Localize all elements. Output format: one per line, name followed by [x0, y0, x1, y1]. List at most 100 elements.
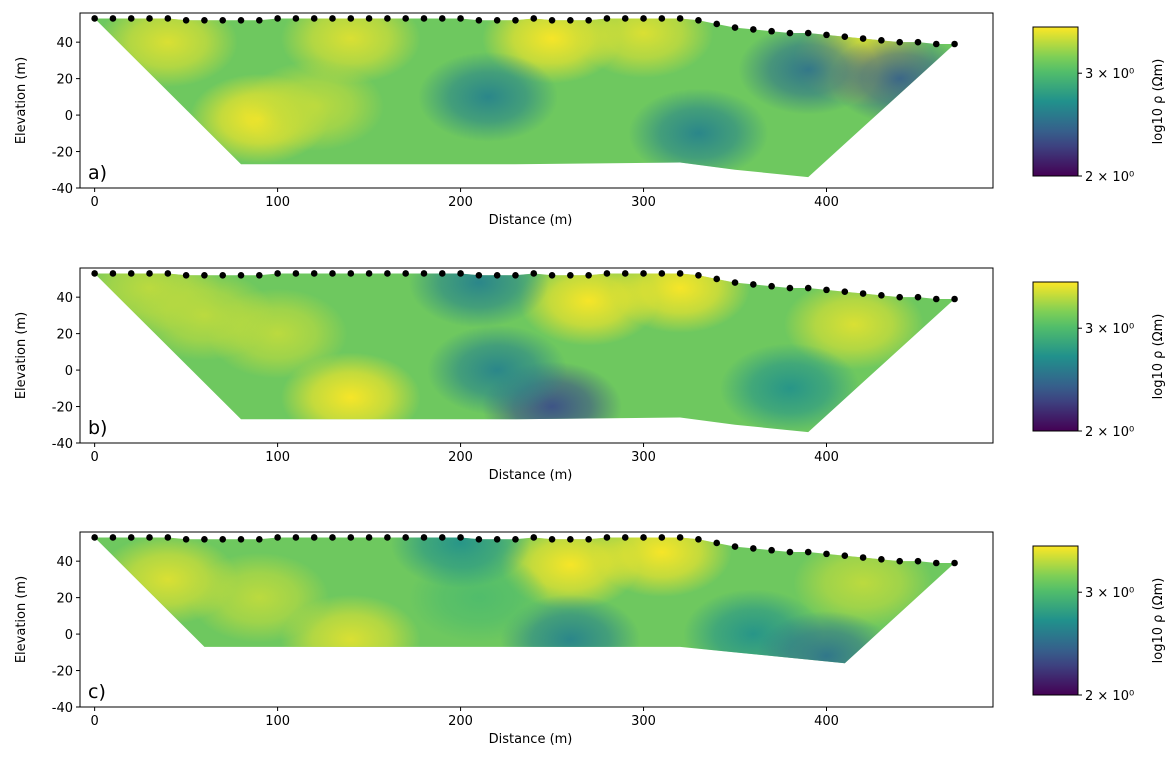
colorbar [1032, 545, 1079, 696]
electrode [91, 534, 98, 541]
y-tick-label: 0 [65, 364, 73, 379]
electrode [109, 270, 117, 277]
electrode [859, 35, 867, 42]
colorbar-tick-label: 3 × 10⁰ [1085, 586, 1134, 601]
electrode [914, 38, 922, 46]
electrode [329, 534, 336, 541]
electrode [859, 554, 867, 561]
electrode [365, 534, 373, 541]
electrode [384, 534, 391, 541]
resistivity-anomaly [189, 552, 330, 643]
electrode [438, 15, 446, 22]
electrode [932, 559, 940, 567]
x-tick-label: 400 [814, 450, 839, 465]
colorbar [1032, 281, 1079, 432]
electrode [329, 270, 336, 277]
x-tick-label: 400 [814, 714, 839, 729]
electrode [164, 15, 172, 22]
electrode [237, 16, 245, 24]
x-axis-label: Distance (m) [489, 732, 573, 747]
electrode [457, 15, 464, 22]
electrode [237, 271, 245, 279]
electrode [750, 281, 757, 288]
electrode [457, 270, 464, 277]
x-tick-label: 400 [814, 195, 839, 210]
x-tick-label: 100 [265, 714, 290, 729]
resistivity-anomaly [390, 537, 531, 588]
electrode [914, 557, 922, 565]
resistivity-anomaly [783, 279, 924, 370]
electrode [786, 548, 794, 556]
electrode [548, 535, 556, 543]
electrode [475, 271, 483, 279]
electrode [164, 534, 172, 541]
electrode [347, 15, 355, 22]
electrode [731, 543, 739, 550]
electrode [310, 15, 318, 22]
resistivity-anomaly [610, 273, 751, 334]
electrode [859, 290, 867, 297]
electrode [676, 270, 684, 277]
electrode [841, 552, 849, 559]
electrode [658, 270, 666, 277]
electrode [768, 546, 775, 554]
electrode [274, 270, 281, 277]
electrode [347, 270, 355, 277]
electrode [420, 270, 428, 277]
electrode [457, 534, 464, 541]
panel-label: a) [88, 162, 107, 184]
electrode [475, 535, 483, 543]
electrode [731, 279, 739, 286]
axes-frame [79, 12, 994, 189]
electrode [384, 15, 391, 22]
electrode [146, 15, 153, 22]
electrode [256, 535, 263, 543]
electrode [932, 40, 940, 48]
electrode [896, 293, 903, 301]
y-tick-label: -40 [52, 437, 73, 452]
electrode [530, 15, 538, 22]
x-tick-label: 0 [90, 714, 98, 729]
electrode [804, 548, 812, 556]
x-tick-label: 0 [90, 450, 98, 465]
x-tick-label: 100 [265, 195, 290, 210]
x-tick-label: 100 [265, 450, 290, 465]
electrode [823, 550, 830, 558]
electrode [347, 534, 355, 541]
electrode [713, 539, 721, 547]
resistivity-anomaly [244, 60, 385, 151]
y-axis-label: Elevation (m) [14, 312, 29, 399]
electrode [640, 534, 647, 541]
electrode [750, 26, 757, 33]
electrode [402, 270, 409, 277]
electrode [512, 535, 519, 543]
resistivity-section [94, 18, 955, 178]
y-tick-label: -20 [52, 401, 73, 416]
y-axis-label: Elevation (m) [14, 576, 29, 663]
y-tick-label: -40 [52, 701, 73, 716]
electrode [585, 535, 592, 543]
electrode [750, 545, 757, 552]
y-tick-label: 20 [56, 328, 73, 343]
colorbar-label: log10 ρ (Ωm) [1151, 59, 1166, 145]
electrode [713, 20, 721, 28]
electrode [365, 15, 373, 22]
electrode [567, 271, 574, 279]
y-tick-label: 20 [56, 73, 73, 88]
resistivity-section [94, 537, 955, 664]
electrode [768, 27, 775, 35]
colorbar-label: log10 ρ (Ωm) [1151, 314, 1166, 400]
electrode [91, 270, 98, 277]
electrode [695, 271, 702, 279]
electrode [146, 270, 153, 277]
electrode [621, 534, 629, 541]
electrode [951, 295, 958, 303]
resistivity-anomaly [418, 51, 559, 142]
x-tick-label: 300 [631, 714, 656, 729]
electrode [256, 16, 263, 24]
resistivity-anomaly [591, 537, 732, 598]
colorbar-tick-label: 2 × 10⁰ [1085, 689, 1134, 704]
y-tick-label: -40 [52, 182, 73, 197]
electrode [164, 270, 172, 277]
y-tick-label: 0 [65, 628, 73, 643]
